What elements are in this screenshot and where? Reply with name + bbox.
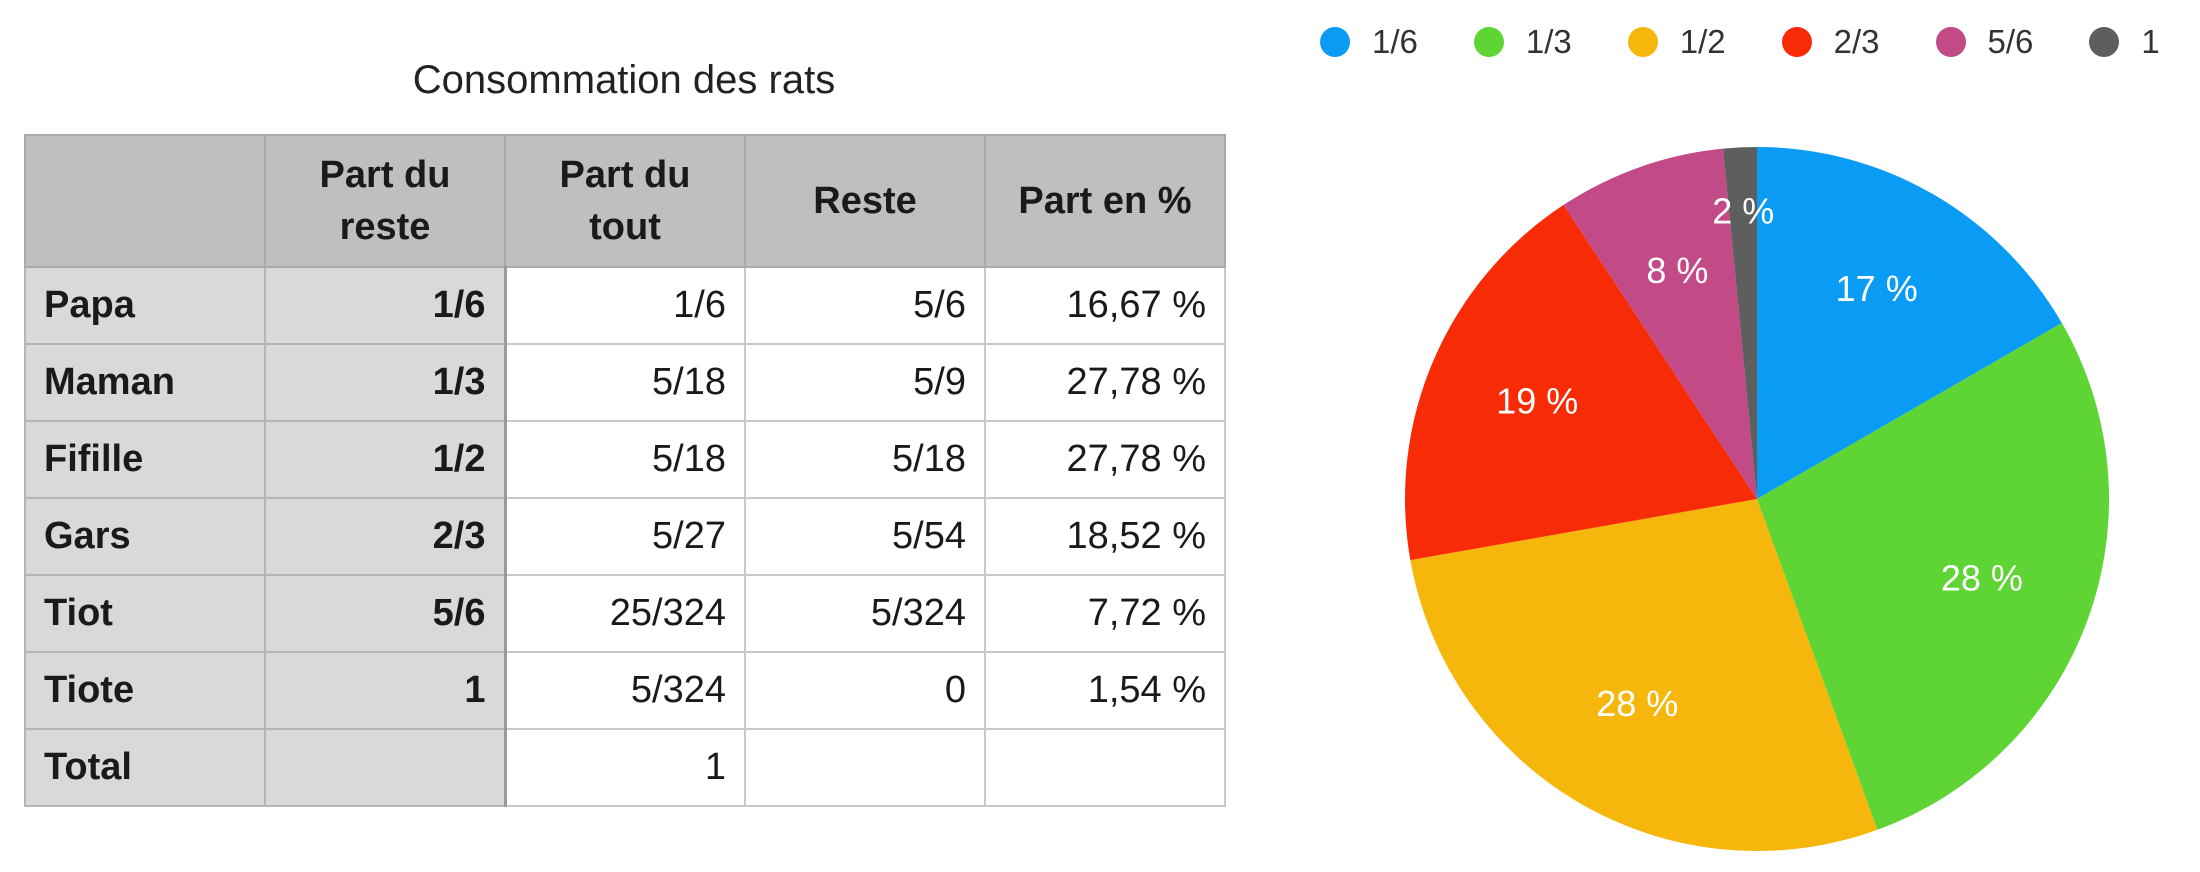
row-name-cell: Papa bbox=[24, 266, 266, 345]
legend-item: 1/6 bbox=[1320, 23, 1418, 61]
legend-label: 5/6 bbox=[1987, 23, 2034, 60]
part-en-pct-cell: 18,52 % bbox=[984, 497, 1226, 576]
table-row: Gars 2/3 5/27 5/54 18,52 % bbox=[24, 497, 1226, 576]
part-du-tout-cell: 5/18 bbox=[504, 420, 746, 499]
reste-cell: 0 bbox=[744, 651, 986, 730]
pie-slice bbox=[1563, 148, 1757, 499]
header-part-du-tout: Part du tout bbox=[504, 134, 746, 268]
part-du-reste-cell: 1/2 bbox=[264, 420, 507, 499]
part-du-reste-cell: 1/6 bbox=[264, 266, 507, 345]
part-du-reste-cell: 1 bbox=[264, 651, 507, 730]
part-du-tout-cell: 25/324 bbox=[504, 574, 746, 653]
legend-item: 1/3 bbox=[1473, 23, 1572, 61]
row-name-cell: Gars bbox=[24, 497, 266, 576]
reste-cell: 5/6 bbox=[744, 266, 986, 345]
table-row: Papa 1/6 1/6 5/6 16,67 % bbox=[24, 266, 1226, 345]
legend-label: 1/2 bbox=[1679, 23, 1726, 60]
legend-swatch bbox=[1935, 27, 1966, 57]
pie-slice bbox=[1722, 147, 1757, 499]
part-du-tout-cell: 5/18 bbox=[504, 343, 746, 422]
reste-cell: 5/9 bbox=[744, 343, 986, 422]
legend-label: 1/3 bbox=[1525, 23, 1572, 60]
pie-slice bbox=[1757, 323, 2109, 830]
legend-item: 5/6 bbox=[1935, 23, 2034, 61]
part-du-tout-cell: 1 bbox=[504, 728, 746, 807]
pie-slice bbox=[1405, 204, 1757, 561]
row-name-cell: Tiote bbox=[24, 651, 266, 730]
header-corner bbox=[24, 134, 266, 268]
table-row: Maman 1/3 5/18 5/9 27,78 % bbox=[24, 343, 1226, 422]
legend-swatch bbox=[1781, 27, 1812, 57]
part-en-pct-cell bbox=[984, 728, 1226, 807]
table-row: Total 1 bbox=[24, 728, 1226, 807]
row-name-cell: Fifille bbox=[24, 420, 266, 499]
legend-label: 2/3 bbox=[1833, 23, 1880, 60]
slice-data-label: 17 % bbox=[1836, 268, 1918, 309]
legend-item: 2/3 bbox=[1781, 23, 1880, 61]
chart-legend: 1/6 1/3 1/2 2/3 5/6 1 bbox=[1320, 18, 2200, 66]
slice-data-label: 28 % bbox=[1596, 683, 1678, 724]
part-du-tout-cell: 5/324 bbox=[504, 651, 746, 730]
row-name-cell: Maman bbox=[24, 343, 266, 422]
header-reste: Reste bbox=[744, 134, 986, 268]
slice-data-label: 8 % bbox=[1646, 250, 1708, 291]
row-name-cell: Total bbox=[24, 728, 266, 807]
data-table: Part du reste Part du tout Reste Part en… bbox=[24, 134, 1226, 807]
table-row: Tiot 5/6 25/324 5/324 7,72 % bbox=[24, 574, 1226, 653]
legend-swatch bbox=[2089, 27, 2120, 57]
reste-cell: 5/18 bbox=[744, 420, 986, 499]
legend-swatch bbox=[1473, 27, 1504, 57]
slice-data-label: 19 % bbox=[1496, 381, 1578, 422]
row-name-cell: Tiot bbox=[24, 574, 266, 653]
table-row: Fifille 1/2 5/18 5/18 27,78 % bbox=[24, 420, 1226, 499]
part-du-tout-cell: 5/27 bbox=[504, 497, 746, 576]
part-en-pct-cell: 16,67 % bbox=[984, 266, 1226, 345]
slice-data-label: 2 % bbox=[1712, 191, 1774, 232]
reste-cell: 5/54 bbox=[744, 497, 986, 576]
part-en-pct-cell: 27,78 % bbox=[984, 420, 1226, 499]
table-title: Consommation des rats bbox=[412, 58, 836, 102]
part-en-pct-cell: 7,72 % bbox=[984, 574, 1226, 653]
part-en-pct-cell: 27,78 % bbox=[984, 343, 1226, 422]
reste-cell: 5/324 bbox=[744, 574, 986, 653]
legend-item: 1 bbox=[2089, 23, 2160, 61]
header-part-en-pct: Part en % bbox=[984, 134, 1226, 268]
legend-item: 1/2 bbox=[1627, 23, 1726, 61]
pie-slice bbox=[1410, 499, 1878, 851]
legend-swatch bbox=[1320, 27, 1350, 57]
pie-slice bbox=[1757, 147, 2062, 499]
part-en-pct-cell: 1,54 % bbox=[984, 651, 1226, 730]
table-row: Tiote 1 5/324 0 1,54 % bbox=[24, 651, 1226, 730]
legend-label: 1 bbox=[2141, 23, 2160, 60]
part-du-tout-cell: 1/6 bbox=[504, 266, 746, 345]
part-du-reste-cell bbox=[264, 728, 507, 807]
part-du-reste-cell: 2/3 bbox=[264, 497, 507, 576]
legend-label: 1/6 bbox=[1372, 23, 1418, 60]
reste-cell bbox=[744, 728, 986, 807]
slice-data-label: 28 % bbox=[1941, 557, 2023, 598]
legend-swatch bbox=[1627, 27, 1658, 57]
part-du-reste-cell: 5/6 bbox=[264, 574, 507, 653]
header-part-du-reste: Part du reste bbox=[264, 134, 506, 268]
part-du-reste-cell: 1/3 bbox=[264, 343, 507, 422]
table-header-row: Part du reste Part du tout Reste Part en… bbox=[24, 134, 1226, 268]
